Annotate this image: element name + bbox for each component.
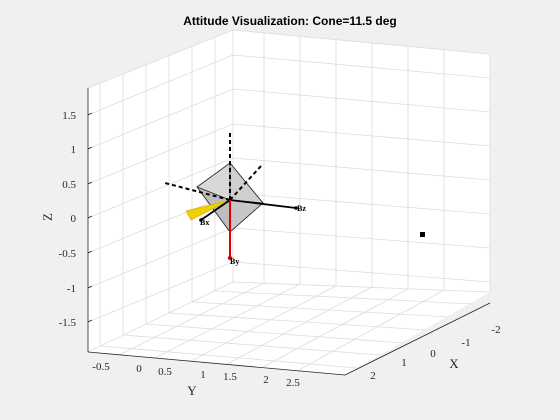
z-tick-label: 1	[71, 144, 77, 156]
y-tick-label: 0	[136, 363, 142, 375]
plot-back-wall-yz	[88, 30, 233, 352]
z-tick-labels: 1.5 1 0.5 0 -0.5 -1 -1.5	[59, 110, 77, 329]
y-tick-label: 2	[263, 374, 269, 386]
z-axis-label: Z	[40, 213, 55, 221]
bx-axis-tip	[199, 218, 203, 222]
y-tick-label: 2.5	[286, 377, 300, 389]
z-tick-label: -1	[67, 283, 76, 295]
y-axis-label: Y	[187, 383, 197, 398]
z-tick-label: 0	[71, 213, 77, 225]
marker-point	[420, 232, 425, 237]
chart-title: Attitude Visualization: Cone=11.5 deg	[183, 14, 397, 28]
y-tick-label: 1	[200, 369, 206, 381]
x-tick-label: 2	[370, 370, 376, 382]
z-tick-label: 1.5	[62, 110, 76, 122]
z-tick-label: 0.5	[62, 179, 76, 191]
y-tick-label: 1.5	[223, 371, 237, 383]
by-axis-tip	[227, 255, 233, 261]
x-axis-line	[344, 302, 491, 376]
y-tick-label: 0.5	[158, 366, 172, 378]
by-axis-label: By	[230, 257, 239, 266]
bx-axis	[200, 199, 231, 221]
plot-floor	[88, 282, 490, 375]
z-tick-label: -0.5	[59, 248, 77, 260]
x-tick-label: 1	[401, 357, 407, 369]
y-tick-label: -0.5	[92, 361, 110, 373]
bz-axis-label: Bz	[297, 204, 306, 213]
y-axis-line	[87, 351, 346, 376]
bz-axis	[229, 199, 297, 209]
plot-back-wall-xz	[233, 30, 490, 292]
x-tick-label: 0	[430, 348, 436, 360]
x-tick-label: -2	[491, 324, 500, 336]
z-tick-label: -1.5	[59, 317, 77, 329]
x-tick-labels: -2 -1 0 1 2	[370, 324, 500, 382]
frame-axis-dashed	[229, 165, 262, 201]
attitude-cone	[185, 199, 231, 221]
z-tick-marks	[87, 112, 93, 323]
bx-axis-label: Bx	[200, 218, 209, 227]
plot-grid	[87, 29, 491, 371]
attitude-object: Bx By Bz	[164, 130, 306, 266]
x-axis-label: X	[449, 356, 459, 371]
y-tick-labels: -0.5 0 0.5 1 1.5 2 2.5	[92, 361, 300, 389]
bz-axis-tip	[294, 206, 298, 210]
x-tick-label: -1	[461, 337, 470, 349]
